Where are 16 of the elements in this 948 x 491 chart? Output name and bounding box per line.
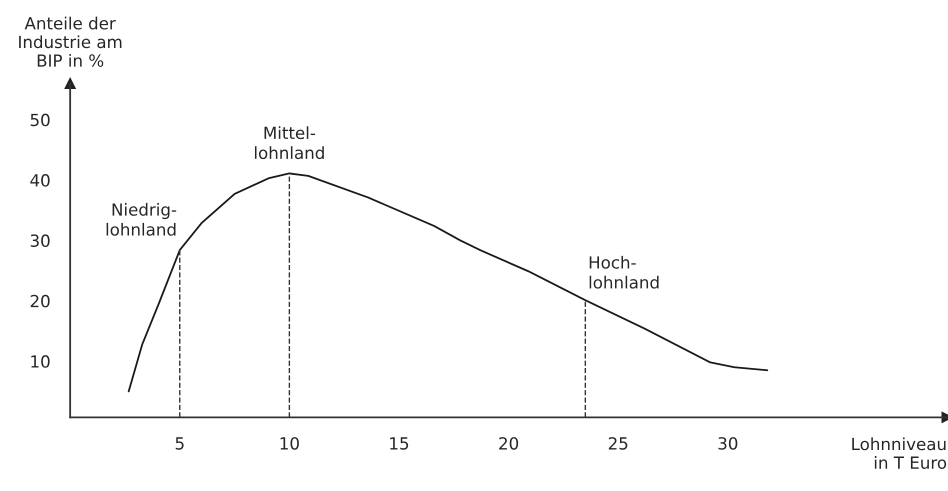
ref-line-label: Niedrig- lohnland bbox=[106, 202, 176, 236]
x-tick-label: 30 bbox=[718, 437, 738, 450]
x-tick-label: 20 bbox=[499, 437, 518, 450]
y-tick-label: 10 bbox=[31, 355, 50, 368]
ref-line-label: Mittel- lohnland bbox=[254, 126, 324, 160]
x-axis-title: Lohnniveau in T Euro bbox=[852, 437, 946, 469]
y-tick-label: 50 bbox=[30, 114, 50, 126]
x-tick-label: 25 bbox=[608, 437, 628, 450]
x-tick-label: 10 bbox=[280, 437, 299, 450]
y-axis-title: Anteile der Industrie am BIP in % bbox=[19, 16, 122, 67]
y-tick-label: 20 bbox=[30, 294, 50, 308]
x-tick-label: 15 bbox=[390, 437, 408, 450]
y-tick-label: 30 bbox=[30, 234, 50, 248]
ref-line-label: Hoch- lohnland bbox=[590, 256, 659, 289]
y-tick-label: 40 bbox=[30, 174, 50, 187]
x-tick-label: 5 bbox=[176, 437, 184, 450]
